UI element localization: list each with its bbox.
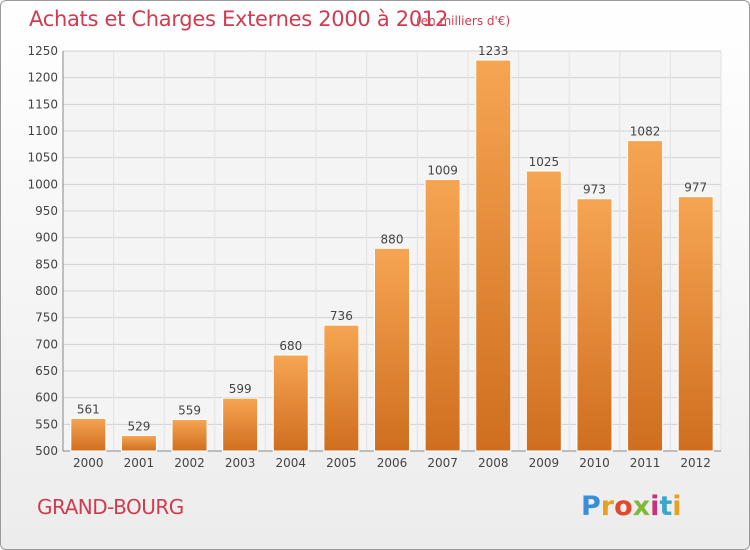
- x-tick-label: 2008: [478, 456, 509, 470]
- logo-letter: x: [632, 491, 651, 522]
- logo-letter: P: [581, 491, 601, 522]
- proxiti-logo[interactable]: Proxiti: [581, 491, 682, 522]
- bar[interactable]: [424, 179, 461, 452]
- y-tick-label: 700: [35, 337, 58, 351]
- bar[interactable]: [272, 354, 309, 452]
- data-label: 1082: [630, 125, 661, 139]
- data-label: 880: [381, 232, 404, 246]
- data-labels: 561 529 559 599 680 736 880 1009 1233 1025 973 1082…: [77, 44, 707, 433]
- y-tick-label: 500: [35, 444, 58, 458]
- data-label: 1009: [427, 164, 458, 178]
- data-label: 1233: [478, 44, 509, 58]
- x-tick-label: 2000: [73, 456, 104, 470]
- y-tick-label: 800: [35, 284, 58, 298]
- bar[interactable]: [525, 170, 562, 452]
- data-label: 599: [229, 382, 252, 396]
- y-tick-label: 950: [35, 204, 58, 218]
- data-label: 977: [684, 181, 707, 195]
- y-tick-label: 1250: [27, 44, 58, 58]
- x-tick-label: 2002: [174, 456, 205, 470]
- x-tick-label: 2010: [579, 456, 610, 470]
- y-tick-label: 750: [35, 311, 58, 325]
- data-label: 529: [127, 420, 150, 434]
- y-tick-label: 1100: [27, 124, 58, 138]
- y-tick-label: 1200: [27, 71, 58, 85]
- logo-letter: r: [600, 491, 615, 522]
- y-tick-label: 1150: [27, 97, 58, 111]
- data-label: 1025: [529, 155, 560, 169]
- bar[interactable]: [171, 419, 208, 452]
- y-tick-label: 550: [35, 417, 58, 431]
- data-label: 561: [77, 402, 100, 416]
- logo-letter: t: [659, 491, 673, 522]
- data-label: 680: [279, 339, 302, 353]
- axes: 500 550 600 650 700 750 800 850 900 950 1000 1050 11…: [27, 44, 721, 470]
- chart-title: Achats et Charges Externes 2000 à 2012: [29, 7, 449, 31]
- y-tick-label: 1000: [27, 177, 58, 191]
- bar[interactable]: [374, 247, 410, 452]
- bar[interactable]: [475, 59, 512, 452]
- bar[interactable]: [70, 417, 107, 452]
- bars: [70, 59, 714, 452]
- y-tick-label: 850: [35, 257, 58, 271]
- x-tick-label: 2006: [377, 456, 408, 470]
- y-tick-label: 650: [35, 364, 58, 378]
- y-tick-label: 1050: [27, 151, 58, 165]
- bar[interactable]: [627, 140, 664, 452]
- logo-letter: o: [614, 491, 633, 522]
- data-label: 559: [178, 404, 201, 418]
- x-tick-label: 2005: [326, 456, 357, 470]
- chart-subtitle: (en milliers d'€): [416, 14, 511, 28]
- x-tick-label: 2001: [124, 456, 155, 470]
- y-tick-label: 900: [35, 231, 58, 245]
- bar[interactable]: [576, 198, 613, 452]
- x-tick-label: 2011: [630, 456, 661, 470]
- y-tick-label: 600: [35, 391, 58, 405]
- x-tick-label: 2012: [680, 456, 711, 470]
- logo-letter: i: [672, 491, 682, 522]
- bar[interactable]: [222, 397, 259, 452]
- x-tick-label: 2009: [529, 456, 560, 470]
- x-tick-label: 2003: [225, 456, 256, 470]
- place-name: GRAND-BOURG: [37, 495, 184, 519]
- data-label: 973: [583, 183, 606, 197]
- bar[interactable]: [120, 435, 157, 452]
- logo-letter: i: [650, 491, 660, 522]
- x-tick-label: 2007: [427, 456, 458, 470]
- bar[interactable]: [323, 324, 360, 452]
- x-tick-label: 2004: [275, 456, 306, 470]
- data-label: 736: [330, 309, 353, 323]
- bar[interactable]: [677, 196, 714, 452]
